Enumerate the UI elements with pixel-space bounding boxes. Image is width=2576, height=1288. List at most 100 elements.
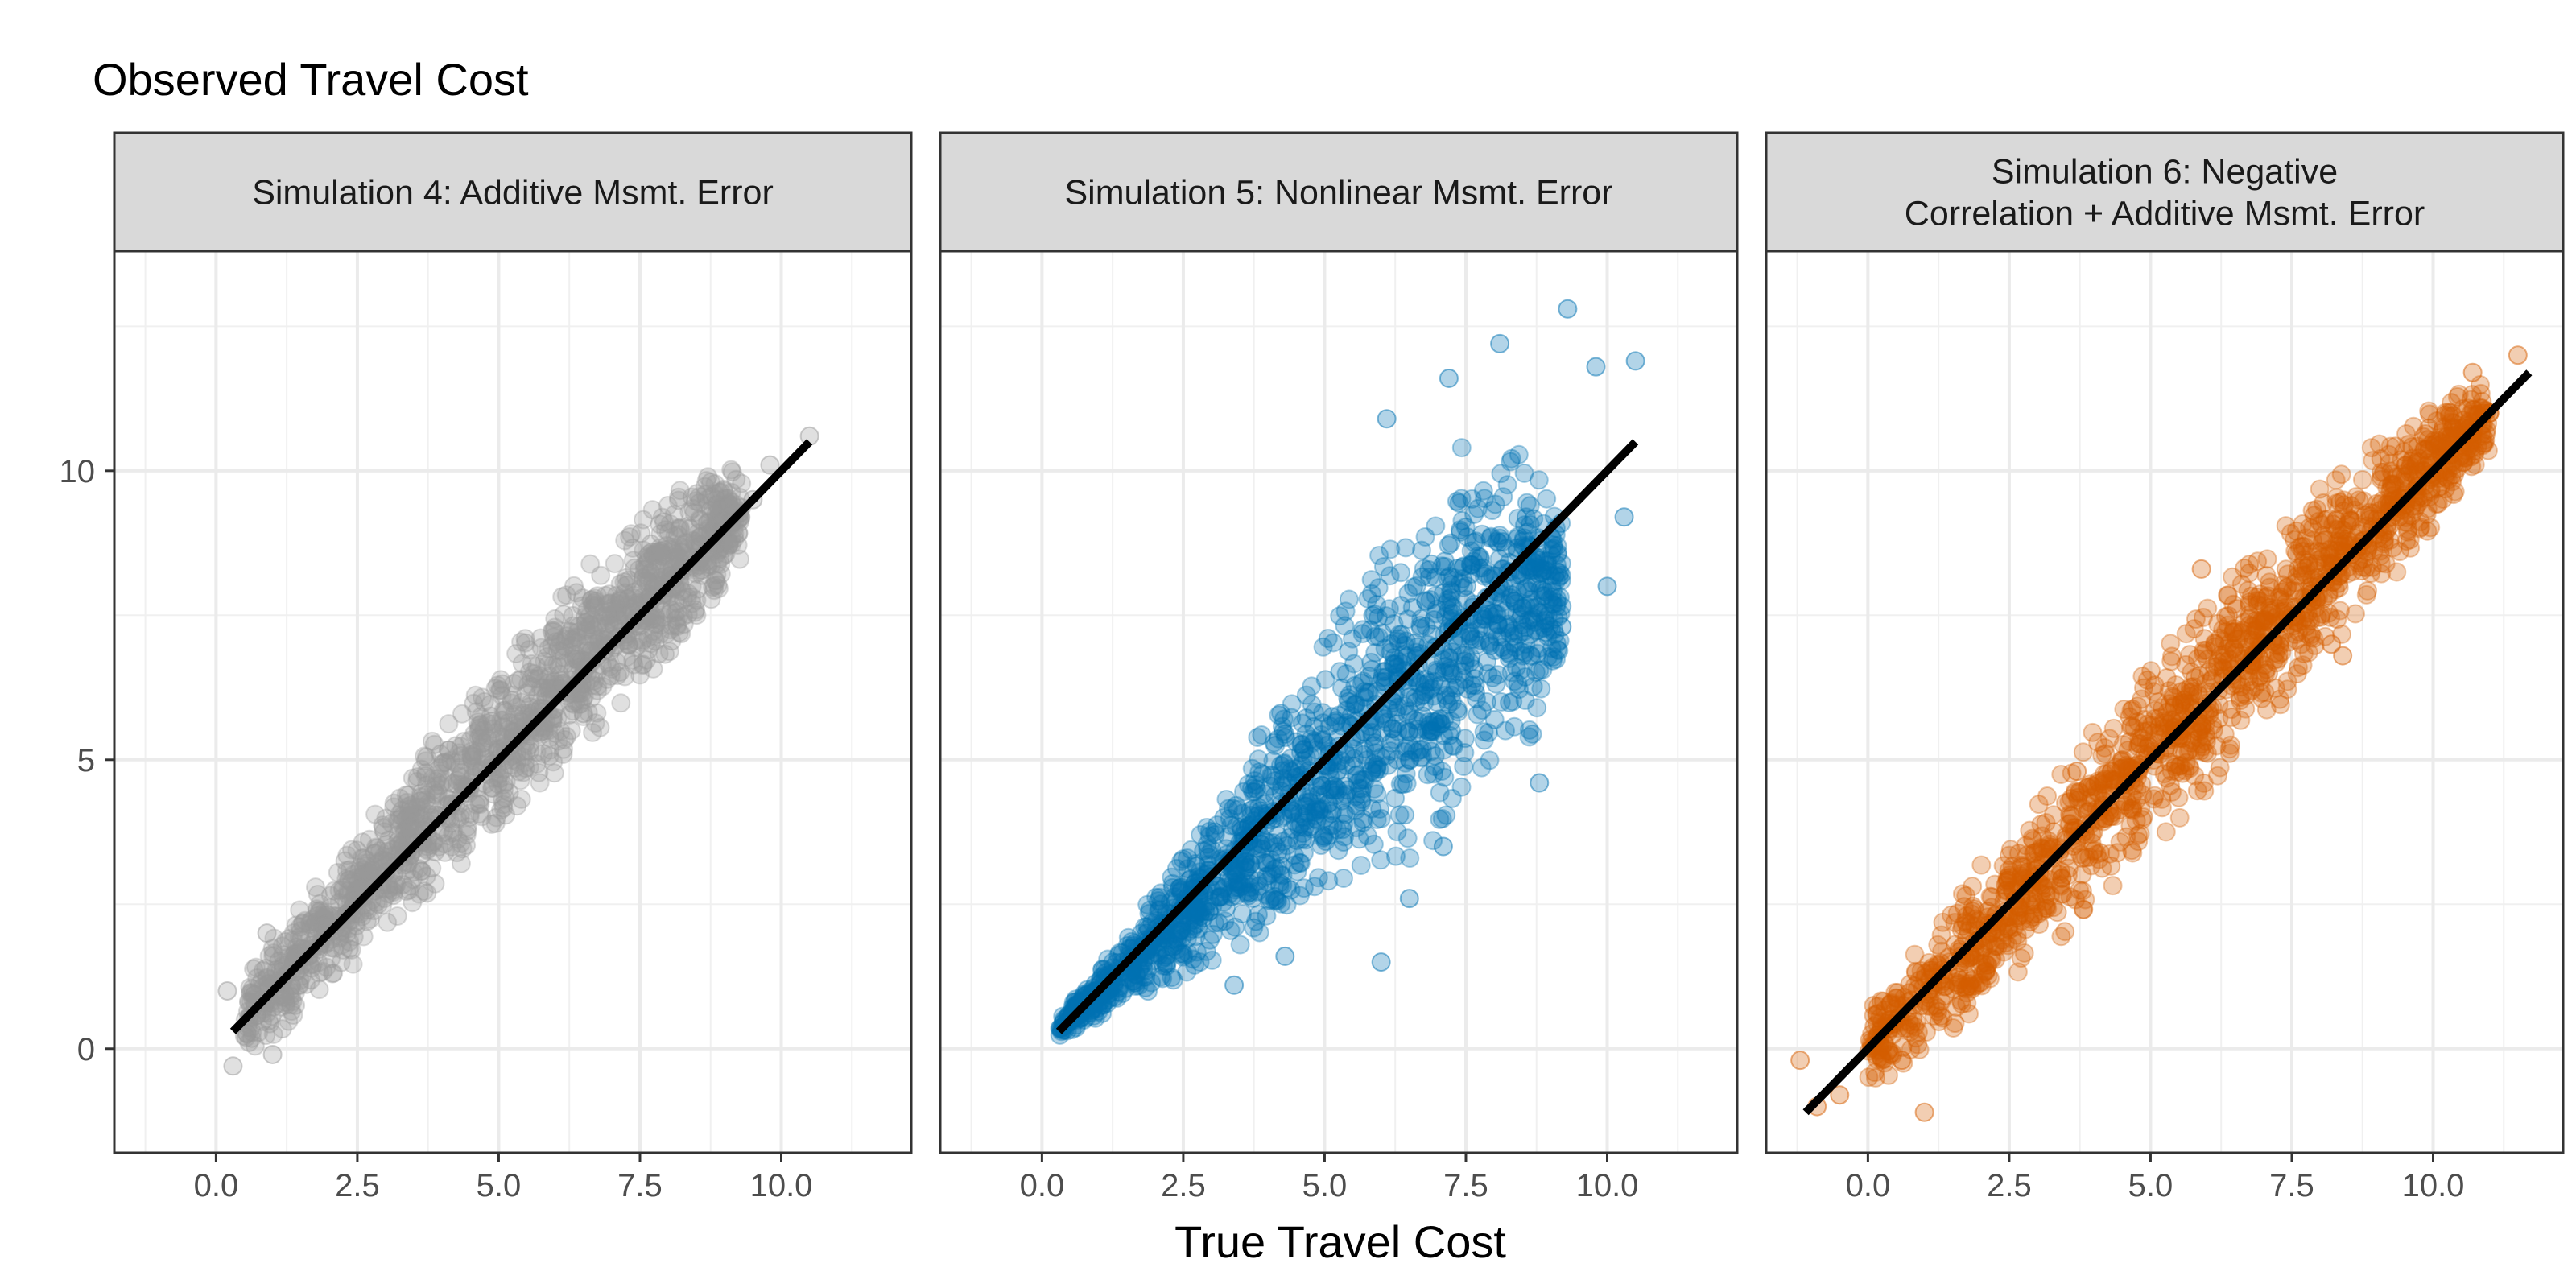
data-point <box>1209 887 1229 907</box>
data-point <box>605 604 625 623</box>
data-point <box>636 559 656 580</box>
data-point <box>1272 716 1292 737</box>
data-point <box>387 906 407 926</box>
data-point <box>696 489 716 510</box>
data-point <box>469 720 489 741</box>
data-point <box>242 983 261 1002</box>
outlier-point <box>2067 762 2087 782</box>
data-point <box>2404 416 2424 436</box>
data-point <box>2359 502 2380 522</box>
data-point <box>687 605 707 625</box>
data-point <box>2447 386 2467 407</box>
data-point <box>662 631 682 651</box>
data-point <box>617 576 637 595</box>
data-point <box>2083 722 2103 742</box>
data-point <box>1227 886 1246 906</box>
data-point <box>493 716 513 737</box>
data-point <box>1273 832 1293 852</box>
data-point <box>592 676 613 696</box>
data-point <box>609 609 629 630</box>
data-point <box>638 628 658 648</box>
data-point <box>483 714 503 734</box>
data-point <box>416 747 436 767</box>
data-point <box>526 754 547 774</box>
data-point <box>469 728 489 747</box>
data-point <box>618 634 638 654</box>
data-point <box>430 763 450 783</box>
data-point <box>410 884 429 904</box>
data-point <box>465 685 485 705</box>
data-point <box>439 740 459 760</box>
data-point <box>530 678 551 698</box>
data-point <box>358 900 378 920</box>
data-point <box>244 959 264 979</box>
data-point <box>2175 761 2195 781</box>
data-point <box>621 524 642 544</box>
data-point <box>637 650 656 670</box>
y-tick-label: 0 <box>77 1032 95 1067</box>
data-point <box>630 665 650 685</box>
data-point <box>2033 839 2053 859</box>
data-point <box>369 852 389 873</box>
data-point <box>485 813 506 833</box>
data-point <box>409 808 429 828</box>
data-point <box>689 487 709 507</box>
data-point <box>518 675 539 695</box>
data-point <box>488 768 508 788</box>
x-tick-label: 10.0 <box>750 1168 813 1203</box>
data-point <box>614 572 634 592</box>
data-point <box>2327 520 2347 540</box>
data-point <box>1203 924 1223 944</box>
data-point <box>2233 684 2253 704</box>
data-point <box>1334 869 1353 888</box>
data-point <box>430 758 450 778</box>
data-point <box>1529 602 1549 622</box>
outlier-point <box>223 1056 243 1076</box>
plot-background <box>114 251 911 1153</box>
data-point <box>308 918 328 938</box>
data-point <box>1347 765 1367 785</box>
data-point <box>1349 829 1369 849</box>
data-point <box>2426 494 2446 514</box>
data-point <box>1307 777 1327 797</box>
data-point <box>2157 667 2177 687</box>
data-point <box>409 807 429 827</box>
data-point <box>484 784 504 804</box>
data-point <box>626 630 646 650</box>
data-point <box>457 821 477 840</box>
data-point <box>664 537 684 557</box>
data-point <box>1457 527 1477 547</box>
data-point <box>2276 559 2296 580</box>
data-point <box>644 626 664 646</box>
outlier-point <box>2462 362 2483 382</box>
outlier-point <box>1490 333 1510 353</box>
data-point <box>605 554 625 574</box>
data-point <box>399 811 419 832</box>
data-point <box>1153 948 1173 968</box>
outlier-point <box>1371 952 1391 972</box>
data-point <box>653 562 673 582</box>
data-point <box>551 631 571 651</box>
data-point <box>1875 1053 1895 1073</box>
data-point <box>1449 493 1469 513</box>
data-point <box>686 564 706 584</box>
data-point <box>569 651 588 671</box>
data-point <box>448 829 468 849</box>
data-point <box>1249 749 1269 770</box>
data-point <box>415 746 435 766</box>
data-point <box>417 840 437 861</box>
data-point <box>1472 758 1492 778</box>
data-point <box>1520 496 1540 516</box>
facet-strip-label: Correlation + Additive Msmt. Error <box>1905 195 2425 233</box>
data-point <box>2161 775 2181 795</box>
data-point <box>1248 728 1268 747</box>
data-point <box>698 555 718 575</box>
data-point <box>2183 677 2203 697</box>
data-point <box>615 602 635 622</box>
data-point <box>353 832 373 852</box>
data-point <box>441 750 461 770</box>
data-point <box>473 687 493 708</box>
data-point <box>641 534 661 554</box>
data-point <box>482 778 502 798</box>
